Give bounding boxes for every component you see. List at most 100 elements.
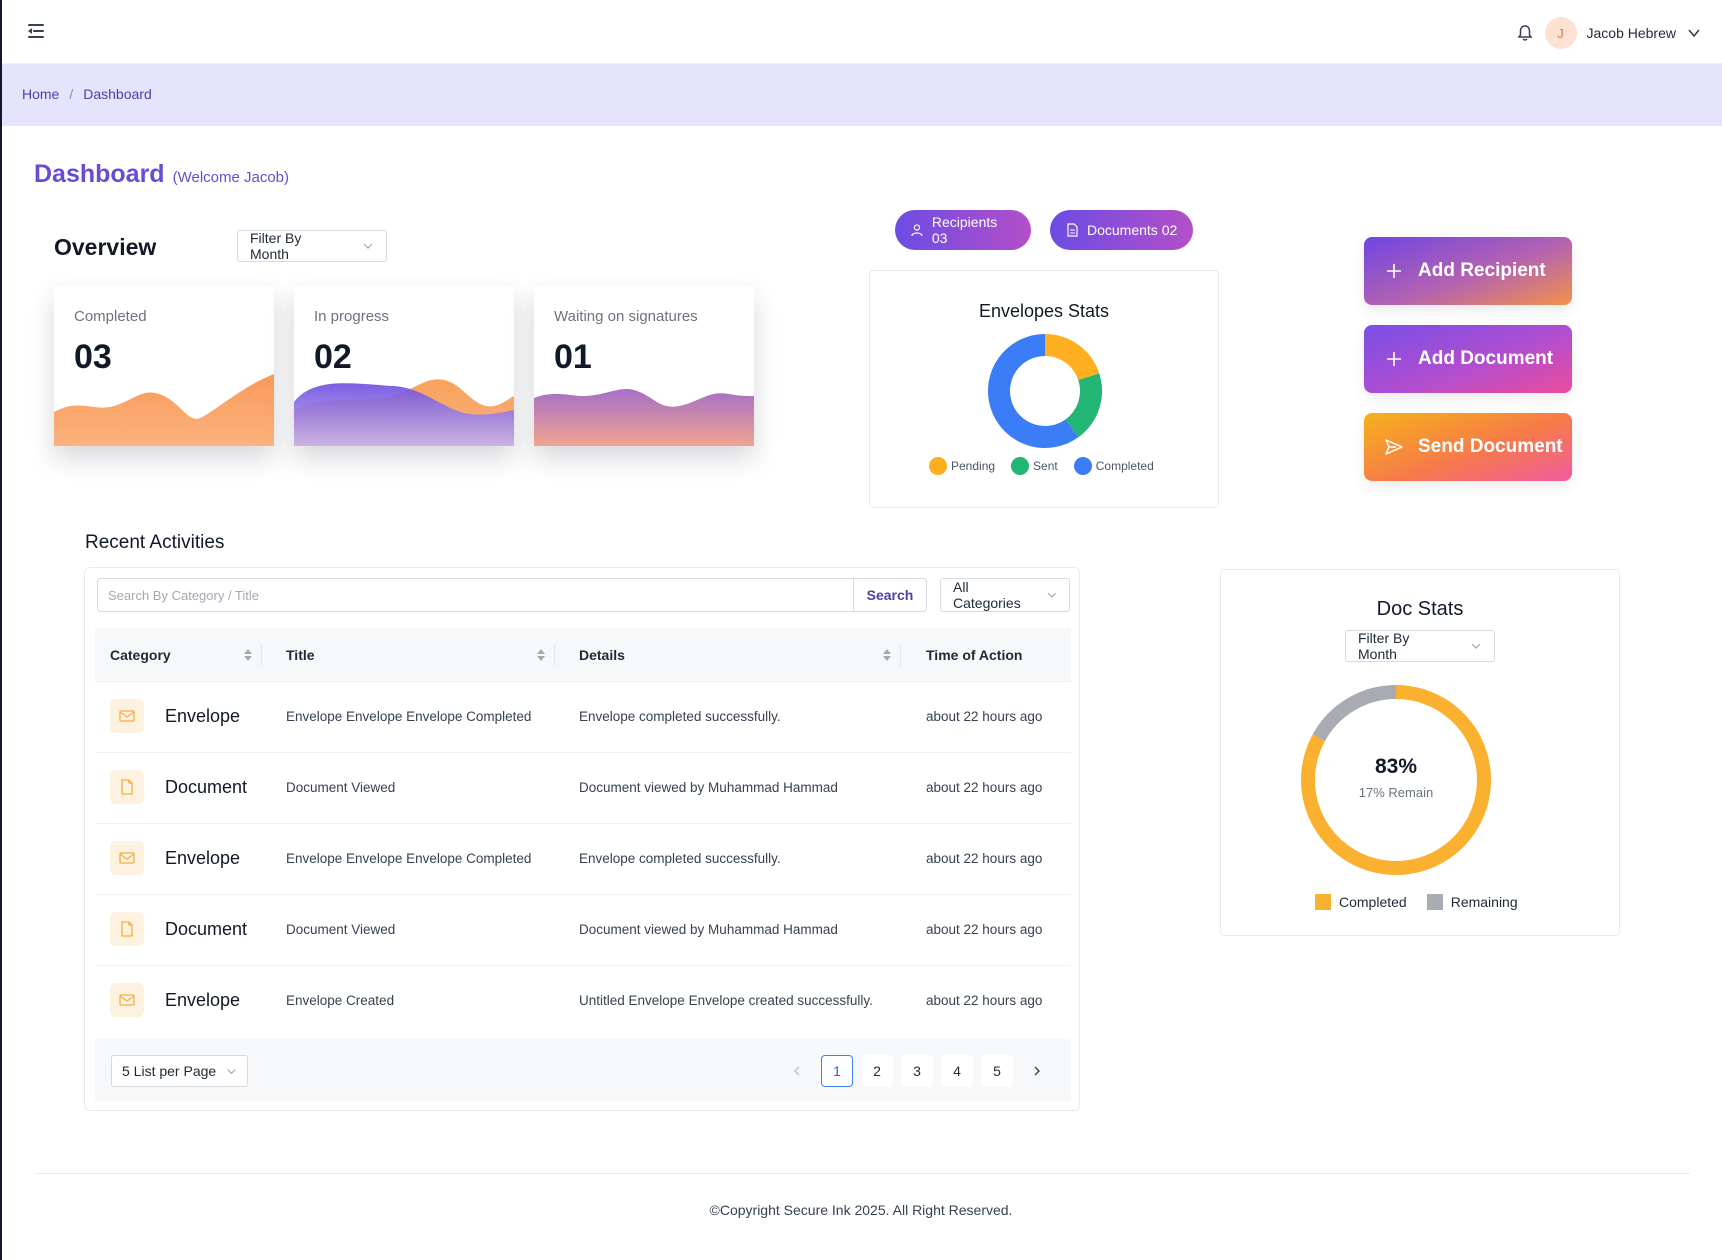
donut-slice-sent[interactable] — [1065, 373, 1102, 438]
table-row[interactable]: Envelope Envelope Envelope Envelope Comp… — [95, 824, 1071, 895]
row-details: Envelope completed successfully. — [579, 709, 781, 724]
legend-item-sent[interactable]: Sent — [1011, 457, 1058, 475]
column-header-title[interactable]: Title — [286, 647, 315, 663]
overview-title: Overview — [54, 234, 157, 260]
ring-segment-completed[interactable] — [1301, 685, 1491, 875]
table-row[interactable]: Envelope Envelope Envelope Envelope Comp… — [95, 682, 1071, 753]
envelope-icon — [110, 699, 144, 733]
breadcrumb: Home / Dashboard — [22, 86, 152, 102]
stat-card-waiting: Waiting on signatures 01 — [534, 286, 754, 446]
envelope-icon — [110, 983, 144, 1017]
row-title: Document Viewed — [286, 780, 396, 795]
stat-card-value: 02 — [314, 338, 352, 376]
avatar[interactable]: J — [1544, 17, 1577, 49]
column-header-time[interactable]: Time of Action — [926, 647, 1023, 663]
next-page-icon[interactable] — [1021, 1055, 1053, 1087]
doc-stats-center-text: 83% 17% Remain — [1301, 755, 1491, 800]
stat-card-label: Waiting on signatures — [554, 308, 698, 325]
breadcrumb-separator: / — [69, 86, 74, 102]
row-title: Document Viewed — [286, 922, 396, 937]
legend-swatch — [1073, 457, 1092, 475]
row-details: Envelope completed successfully. — [579, 851, 781, 866]
add-document-label: Add Document — [1418, 348, 1554, 369]
overview-filter-select[interactable]: Filter By Month — [237, 230, 387, 262]
recent-activities-card: Search All Categories Category Title Det… — [84, 567, 1080, 1111]
column-header-details[interactable]: Details — [579, 647, 625, 663]
plus-icon — [1387, 352, 1401, 366]
welcome-text: (Welcome Jacob) — [172, 169, 290, 186]
ring-segment-remaining[interactable] — [1312, 685, 1397, 742]
per-page-select[interactable]: 5 List per Page — [111, 1055, 249, 1087]
donut-slice-pending[interactable] — [1044, 334, 1100, 381]
user-name[interactable]: Jacob Hebrew — [1586, 25, 1677, 41]
row-time: about 22 hours ago — [926, 993, 1043, 1008]
legend-item-remaining[interactable]: Remaining — [1426, 894, 1518, 910]
column-header-category[interactable]: Category — [110, 647, 171, 663]
chevron-down-icon[interactable] — [1686, 25, 1702, 41]
sort-icon[interactable] — [536, 647, 546, 663]
table-row[interactable]: Document Document Viewed Document viewed… — [95, 895, 1071, 966]
legend-label: Remaining — [1450, 894, 1518, 910]
recipients-pill[interactable]: Recipients 03 — [895, 210, 1031, 250]
legend-item-completed[interactable]: Completed — [1315, 894, 1407, 910]
sort-icon[interactable] — [882, 647, 892, 663]
wave-graphic — [54, 374, 274, 446]
page-button-5[interactable]: 5 — [981, 1055, 1013, 1087]
donut-slice-completed[interactable] — [988, 334, 1079, 448]
chevron-down-icon — [227, 1068, 236, 1074]
menu-toggle-icon[interactable] — [26, 20, 48, 42]
page-button-3[interactable]: 3 — [901, 1055, 933, 1087]
send-document-button[interactable]: Send Document — [1364, 413, 1572, 481]
breadcrumb-bar: Home / Dashboard — [2, 64, 1722, 126]
stat-card-value: 03 — [74, 338, 112, 376]
user-icon — [911, 224, 923, 237]
page-button-1[interactable]: 1 — [821, 1055, 853, 1087]
chevron-down-icon — [1047, 592, 1056, 598]
prev-page-icon[interactable] — [781, 1055, 813, 1087]
legend-item-pending[interactable]: Pending — [929, 457, 995, 475]
envelope-stats-legend: Pending Sent Completed — [929, 457, 1154, 475]
table-footer: 5 List per Page 1 2 3 4 5 — [95, 1038, 1071, 1101]
chevron-down-icon — [363, 243, 373, 249]
envelope-icon — [110, 841, 144, 875]
add-recipient-label: Add Recipient — [1418, 260, 1546, 281]
search-button[interactable]: Search — [853, 579, 926, 611]
column-divider — [554, 644, 555, 666]
row-category: Envelope — [165, 990, 241, 1010]
legend-swatch — [1315, 894, 1331, 910]
stat-card-label: Completed — [74, 308, 147, 325]
sort-icon[interactable] — [243, 647, 253, 663]
column-divider — [261, 644, 262, 666]
table-header: Category Title Details Time of Action — [95, 628, 1071, 682]
row-title: Envelope Envelope Envelope Completed — [286, 709, 532, 724]
column-divider — [900, 644, 901, 666]
doc-stats-title: Doc Stats — [1376, 598, 1464, 620]
add-document-button[interactable]: Add Document — [1364, 325, 1572, 393]
legend-item-completed[interactable]: Completed — [1073, 457, 1154, 475]
legend-label: Pending — [951, 459, 996, 473]
window-edge — [0, 0, 2, 1260]
send-icon — [1385, 439, 1403, 455]
stat-card-completed: Completed 03 — [54, 286, 274, 446]
row-time: about 22 hours ago — [926, 922, 1043, 937]
envelope-stats-donut-chart — [988, 334, 1102, 448]
notification-bell-icon[interactable] — [1515, 23, 1535, 43]
row-details: Untitled Envelope Envelope created succe… — [579, 993, 873, 1008]
documents-pill[interactable]: Documents 02 — [1050, 210, 1193, 250]
breadcrumb-home[interactable]: Home — [22, 86, 60, 102]
stat-card-label: In progress — [314, 308, 390, 325]
legend-label: Completed — [1095, 459, 1154, 473]
category-filter-select[interactable]: All Categories — [940, 578, 1070, 612]
doc-stats-filter-select[interactable]: Filter By Month — [1345, 630, 1495, 662]
row-category: Envelope — [165, 706, 241, 726]
envelope-stats-card: Envelopes Stats Pending Sent Completed — [869, 270, 1219, 508]
page-button-2[interactable]: 2 — [861, 1055, 893, 1087]
add-recipient-button[interactable]: Add Recipient — [1364, 237, 1572, 305]
search-input[interactable] — [98, 579, 853, 611]
table-row[interactable]: Envelope Envelope Created Untitled Envel… — [95, 966, 1071, 1037]
row-time: about 22 hours ago — [926, 780, 1043, 795]
page-title: Dashboard — [34, 160, 165, 188]
page-button-4[interactable]: 4 — [941, 1055, 973, 1087]
table-row[interactable]: Document Document Viewed Document viewed… — [95, 753, 1071, 824]
doc-stats-legend: Completed Remaining — [1315, 894, 1518, 910]
